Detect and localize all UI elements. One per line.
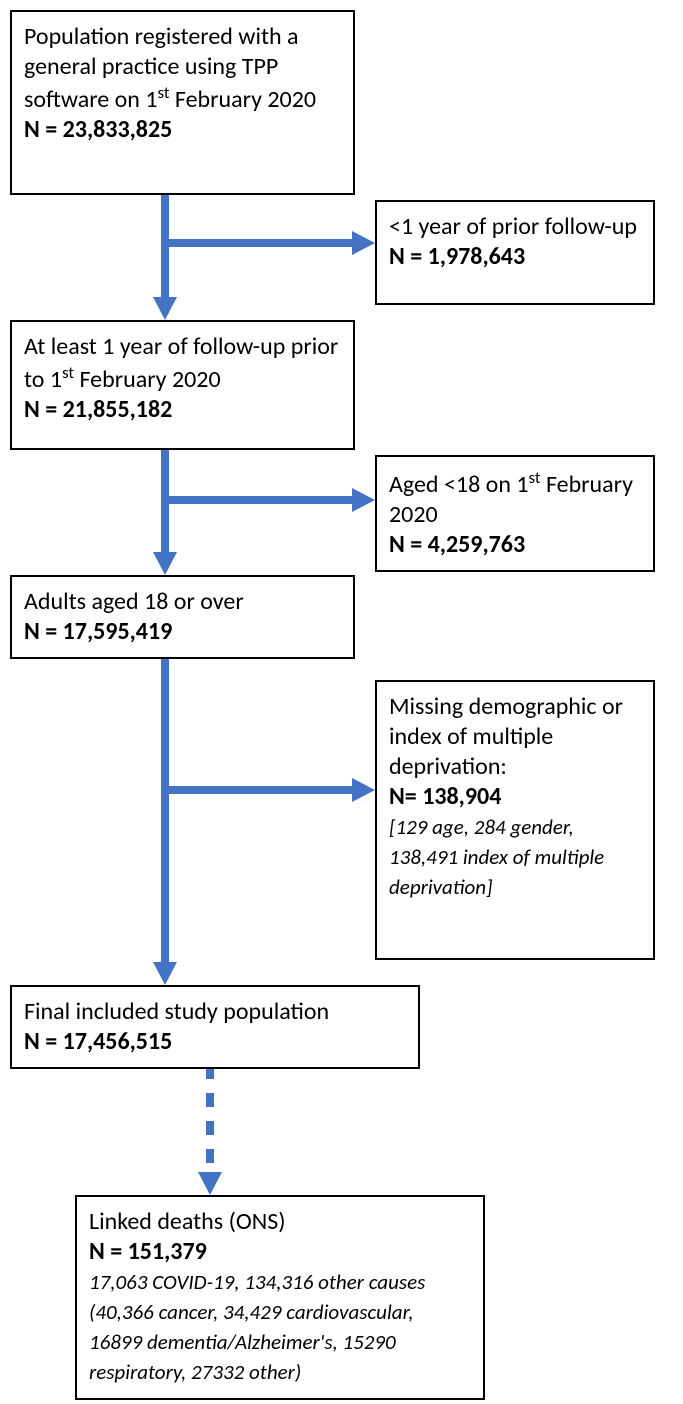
text: Linked deaths (ONS) xyxy=(89,1207,286,1236)
text: Aged <18 on 1 xyxy=(389,470,529,499)
text: Adults aged 18 or over xyxy=(24,587,244,616)
n-value: N = 21,855,182 xyxy=(24,395,172,424)
sup: st xyxy=(62,362,74,383)
sup: st xyxy=(529,467,541,488)
node-linked-deaths: Linked deaths (ONS) N = 151,379 17,063 C… xyxy=(75,1195,485,1400)
n-value: N= 138,904 xyxy=(389,782,501,811)
sup: st xyxy=(157,82,169,103)
node-adults: Adults aged 18 or over N = 17,595,419 xyxy=(10,575,355,659)
n-value: N = 17,595,419 xyxy=(24,617,172,646)
n-value: N = 23,833,825 xyxy=(24,115,172,144)
node-exclude-age: Aged <18 on 1st February 2020 N = 4,259,… xyxy=(375,455,655,572)
n-value: N = 4,259,763 xyxy=(389,530,525,559)
node-final-population: Final included study population N = 17,4… xyxy=(10,985,420,1069)
node-exclude-followup: <1 year of prior follow-up N = 1,978,643 xyxy=(375,200,655,305)
node-followup: At least 1 year of follow-up prior to 1s… xyxy=(10,320,355,450)
node-exclude-missing: Missing demographic or index of multiple… xyxy=(375,680,655,960)
flowchart-canvas: Population registered with a general pra… xyxy=(0,0,683,1404)
text: Missing demographic or index of multiple… xyxy=(389,692,623,781)
n-value: N = 1,978,643 xyxy=(389,242,525,271)
detail: 17,063 COVID-19, 134,316 other causes (4… xyxy=(89,1269,425,1385)
node-population: Population registered with a general pra… xyxy=(10,10,355,195)
detail: [129 age, 284 gender, 138,491 index of m… xyxy=(389,814,604,900)
text: Final included study population xyxy=(24,997,329,1026)
n-value: N = 17,456,515 xyxy=(24,1027,172,1056)
text: <1 year of prior follow-up xyxy=(389,212,637,241)
n-value: N = 151,379 xyxy=(89,1237,207,1266)
text2: February 2020 xyxy=(74,365,221,394)
text2: February 2020 xyxy=(169,85,316,114)
